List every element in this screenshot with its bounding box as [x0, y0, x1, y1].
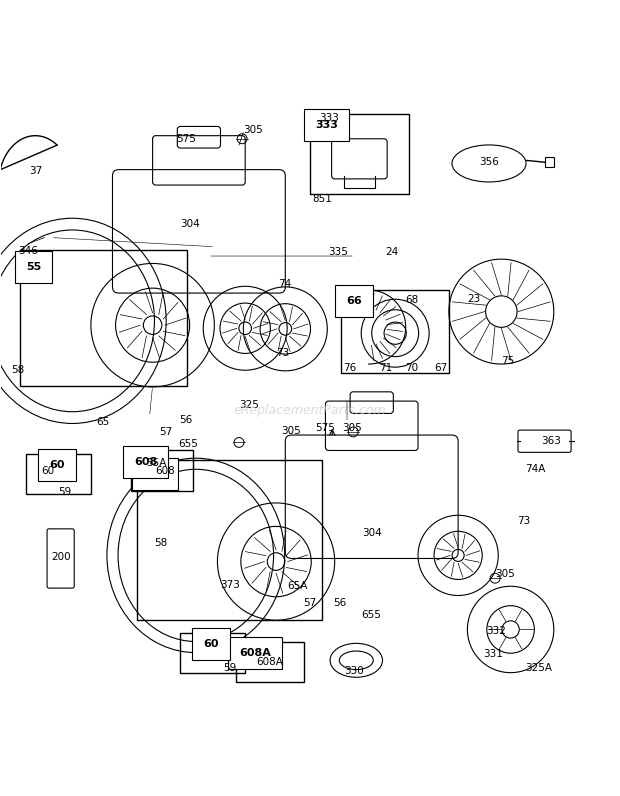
Text: 333: 333 [319, 113, 339, 123]
Text: 851: 851 [312, 193, 332, 204]
Text: 305: 305 [495, 569, 515, 579]
Text: 71: 71 [379, 363, 392, 373]
Text: 332: 332 [486, 626, 506, 636]
Text: 59: 59 [58, 487, 71, 498]
Text: 24: 24 [385, 247, 398, 257]
Text: 23: 23 [467, 295, 481, 304]
Text: 373: 373 [220, 580, 240, 590]
Text: 74: 74 [278, 279, 291, 289]
Text: 56: 56 [179, 415, 192, 424]
Text: 70: 70 [405, 363, 419, 373]
Text: 608: 608 [134, 457, 157, 466]
Text: 608: 608 [155, 466, 175, 476]
Text: 575: 575 [316, 423, 335, 433]
Text: 73: 73 [516, 517, 530, 526]
Text: 60: 60 [49, 460, 64, 470]
Text: 305: 305 [281, 426, 301, 435]
Text: 304: 304 [180, 219, 200, 229]
Text: 55: 55 [26, 262, 42, 272]
Text: 58: 58 [11, 365, 25, 375]
Text: 333: 333 [315, 120, 338, 131]
Text: 59: 59 [223, 663, 236, 673]
Text: 655: 655 [361, 611, 381, 620]
Text: 75: 75 [502, 356, 515, 366]
Text: 76: 76 [343, 363, 356, 373]
Text: 57: 57 [303, 598, 317, 608]
Text: 58: 58 [154, 538, 167, 548]
Text: 200: 200 [51, 552, 71, 562]
Text: 56: 56 [333, 598, 346, 608]
Text: 346: 346 [18, 246, 38, 256]
Text: 65A: 65A [287, 580, 308, 591]
Text: 608A: 608A [257, 657, 283, 667]
Text: 305: 305 [342, 423, 362, 433]
Text: 57: 57 [159, 427, 173, 437]
Text: 55A: 55A [146, 458, 167, 468]
Text: 335: 335 [328, 247, 348, 257]
Text: eReplacementParts.com: eReplacementParts.com [234, 404, 386, 417]
Text: 575: 575 [176, 134, 196, 144]
Text: 73: 73 [276, 348, 290, 358]
Text: 37: 37 [29, 166, 42, 177]
Text: 74A: 74A [525, 464, 545, 474]
Text: 66: 66 [346, 296, 361, 306]
Text: 67: 67 [434, 363, 448, 373]
Text: 363: 363 [541, 436, 561, 447]
Text: 331: 331 [483, 650, 503, 659]
Text: 655: 655 [179, 439, 198, 449]
Text: 325: 325 [239, 400, 259, 411]
Text: 356: 356 [479, 158, 499, 167]
Text: 60: 60 [41, 466, 54, 476]
Text: 55A: 55A [143, 469, 167, 479]
Text: 608A: 608A [239, 648, 271, 658]
Text: 330: 330 [345, 666, 365, 677]
Text: 60: 60 [203, 638, 219, 649]
Text: 68: 68 [405, 295, 419, 306]
Text: 304: 304 [362, 528, 381, 537]
Text: 305: 305 [243, 125, 263, 135]
Text: 325A: 325A [525, 663, 552, 673]
Text: 65: 65 [97, 417, 110, 427]
